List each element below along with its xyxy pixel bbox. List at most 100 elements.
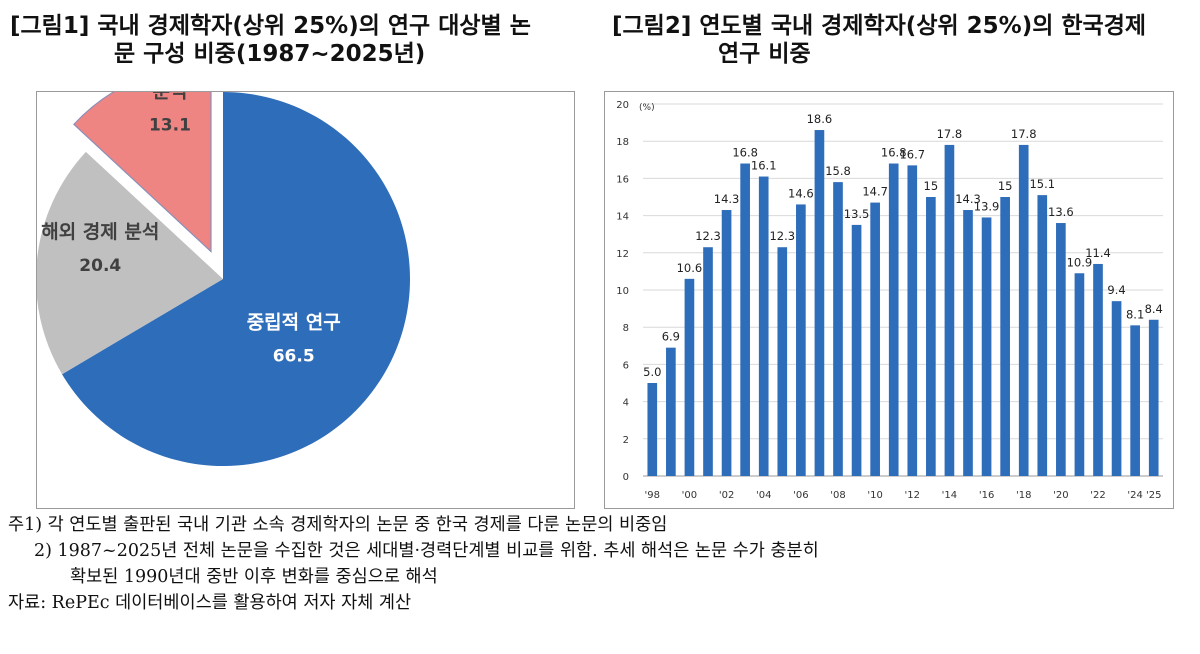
figure1-title-line2: 문 구성 비중(1987~2025년) bbox=[114, 41, 426, 67]
bar-16 bbox=[981, 217, 992, 476]
y-tick-label-4: 4 bbox=[623, 398, 629, 409]
bar-21 bbox=[1074, 273, 1085, 476]
bar-value-label-98: 5.0 bbox=[643, 365, 661, 379]
bar-15 bbox=[963, 210, 973, 476]
pie-value-중립적-연구: 66.5 bbox=[273, 346, 315, 366]
bar-06 bbox=[796, 204, 806, 476]
y-tick-label-0: 0 bbox=[623, 472, 629, 483]
bar-value-label-02: 14.3 bbox=[714, 192, 740, 206]
note-2-continued: 확보된 1990년대 중반 이후 변화를 중심으로 해석 bbox=[70, 567, 438, 587]
bar-value-label-17: 15 bbox=[998, 179, 1013, 193]
pie-label-중립적-연구: 중립적 연구 bbox=[247, 311, 341, 333]
bar-18 bbox=[1018, 144, 1029, 477]
notes: 주1) 각 연도별 출판된 국내 기관 소속 경제학자의 논문 중 한국 경제를… bbox=[8, 512, 1193, 616]
bar-value-label-16: 13.9 bbox=[974, 199, 1000, 213]
bar-23 bbox=[1111, 301, 1122, 476]
x-tick-label-16: '16 bbox=[979, 490, 994, 501]
bar-value-label-19: 15.1 bbox=[1029, 177, 1055, 191]
bar-04 bbox=[758, 176, 769, 476]
bar-08 bbox=[833, 182, 843, 476]
bar-24 bbox=[1130, 325, 1140, 476]
figure1-title: [그림1] 국내 경제학자(상위 25%)의 연구 대상별 논 문 구성 비중(… bbox=[10, 12, 600, 68]
bar-value-label-15: 14.3 bbox=[955, 192, 981, 206]
bar-chart-panel: 0 2 4 6 8 10 12 14 16 18 20 (%) 5.0 '98 6.9 10.6 '00 12.3… bbox=[604, 91, 1174, 509]
bar-value-label-00: 10.6 bbox=[677, 261, 703, 275]
bar-00 bbox=[684, 278, 695, 476]
note-1: 주1) 각 연도별 출판된 국내 기관 소속 경제학자의 논문 중 한국 경제를… bbox=[8, 515, 668, 535]
bar-19 bbox=[1037, 195, 1048, 476]
x-tick-label-06: '06 bbox=[793, 490, 808, 501]
source-note: 자료: RePEc 데이터베이스를 활용하여 저자 자체 계산 bbox=[8, 593, 412, 613]
bar-01 bbox=[703, 247, 713, 476]
bar-value-label-22: 11.4 bbox=[1085, 246, 1111, 260]
bar-03 bbox=[740, 163, 750, 476]
bar-14 bbox=[944, 144, 955, 477]
bar-05 bbox=[777, 247, 788, 476]
y-tick-label-6: 6 bbox=[623, 360, 629, 371]
bar-value-label-09: 13.5 bbox=[844, 207, 870, 221]
bar-09 bbox=[851, 224, 862, 476]
x-tick-label-02: '02 bbox=[719, 490, 734, 501]
x-tick-label-22: '22 bbox=[1090, 490, 1105, 501]
x-tick-label-25: '25 bbox=[1146, 490, 1161, 501]
figure2-title-line2: 연구 비중 bbox=[718, 41, 811, 67]
bar-value-label-01: 12.3 bbox=[695, 229, 721, 243]
bar-value-label-25: 8.4 bbox=[1145, 302, 1163, 316]
bar-value-label-18: 17.8 bbox=[1011, 127, 1037, 141]
bar-value-label-10: 14.7 bbox=[862, 185, 888, 199]
x-tick-label-00: '00 bbox=[682, 490, 697, 501]
bar-12 bbox=[907, 165, 918, 476]
bar-chart: 0 2 4 6 8 10 12 14 16 18 20 (%) 5.0 '98 6.9 10.6 '00 12.3… bbox=[616, 100, 1163, 501]
bar-value-label-08: 15.8 bbox=[825, 164, 851, 178]
x-tick-label-12: '12 bbox=[905, 490, 920, 501]
note-2: 2) 1987~2025년 전체 논문을 수집한 것은 세대별·경력단계별 비교… bbox=[34, 541, 819, 561]
y-tick-label-8: 8 bbox=[623, 323, 629, 334]
bar-17 bbox=[1000, 197, 1010, 476]
bar-value-label-23: 9.4 bbox=[1107, 283, 1125, 297]
pie-label-해외-경제-분석: 해외 경제 분석 bbox=[41, 221, 159, 243]
y-tick-label-2: 2 bbox=[623, 435, 629, 446]
bar-10 bbox=[870, 202, 880, 476]
x-tick-label-10: '10 bbox=[867, 490, 882, 501]
pie-value-해외-경제-분석: 20.4 bbox=[79, 256, 121, 276]
pie-slice-해외-경제-분석 bbox=[35, 151, 223, 375]
pie-label-국내-경제-분석-2: 분석 bbox=[152, 92, 187, 103]
bar-value-label-24: 8.1 bbox=[1126, 307, 1144, 321]
pie-slice-중립적-연구 bbox=[62, 92, 411, 466]
bar-99 bbox=[666, 347, 676, 476]
y-tick-label-18: 18 bbox=[616, 137, 629, 148]
bar-25 bbox=[1148, 319, 1159, 476]
figure2-title: [그림2] 연도별 국내 경제학자(상위 25%)의 한국경제 연구 비중 bbox=[612, 12, 1192, 68]
x-tick-label-24: '24 bbox=[1127, 490, 1142, 501]
y-tick-label-10: 10 bbox=[616, 286, 629, 297]
bar-98 bbox=[647, 383, 658, 476]
bar-22 bbox=[1093, 263, 1103, 476]
bar-value-label-14: 17.8 bbox=[937, 127, 963, 141]
y-unit-label: (%) bbox=[639, 103, 655, 113]
figure2-title-line1: [그림2] 연도별 국내 경제학자(상위 25%)의 한국경제 bbox=[612, 13, 1147, 39]
bar-20 bbox=[1056, 223, 1066, 476]
figure1-title-line1: [그림1] 국내 경제학자(상위 25%)의 연구 대상별 논 bbox=[10, 13, 531, 39]
bar-value-label-12: 16.7 bbox=[899, 147, 925, 161]
x-tick-label-98: '98 bbox=[645, 490, 660, 501]
y-tick-label-20: 20 bbox=[616, 100, 629, 111]
bar-value-label-20: 13.6 bbox=[1048, 205, 1074, 219]
pie-value-국내-경제-분석: 13.1 bbox=[149, 116, 191, 136]
bar-07 bbox=[814, 130, 825, 476]
bar-value-label-21: 10.9 bbox=[1067, 255, 1093, 269]
y-tick-label-14: 14 bbox=[616, 212, 629, 223]
bar-11 bbox=[888, 163, 899, 476]
y-tick-label-12: 12 bbox=[616, 249, 629, 260]
bar-value-label-11: 16.8 bbox=[881, 146, 907, 160]
bar-value-label-05: 12.3 bbox=[769, 229, 795, 243]
bar-value-label-99: 6.9 bbox=[662, 330, 680, 344]
bar-value-label-13: 15 bbox=[924, 179, 939, 193]
x-tick-label-18: '18 bbox=[1016, 490, 1031, 501]
bar-02 bbox=[721, 210, 732, 476]
bar-value-label-07: 18.6 bbox=[807, 112, 833, 126]
x-tick-label-04: '04 bbox=[756, 490, 771, 501]
x-tick-label-14: '14 bbox=[942, 490, 957, 501]
x-tick-label-20: '20 bbox=[1053, 490, 1068, 501]
